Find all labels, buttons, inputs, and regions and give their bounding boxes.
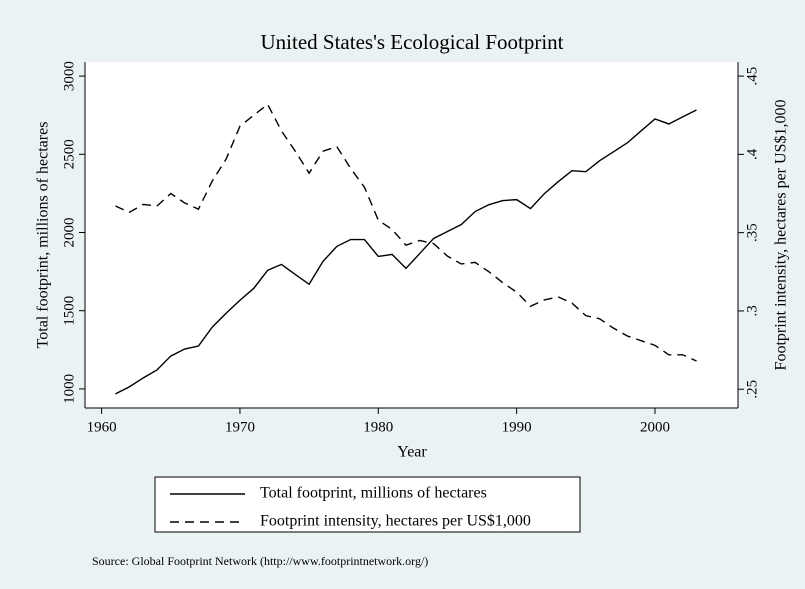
series-line <box>115 109 697 395</box>
y2-axis-label: Footprint intensity, hectares per US$1,0… <box>773 100 790 371</box>
y2-tick-label: .3 <box>744 305 760 316</box>
y-axis-label: Total footprint, millions of hectares <box>35 122 52 349</box>
x-tick-label: 1960 <box>87 419 117 435</box>
x-tick-label: 2000 <box>640 419 670 435</box>
legend-label: Total footprint, millions of hectares <box>260 485 487 502</box>
legend-box <box>154 476 581 533</box>
y-tick-label: 2000 <box>61 217 77 247</box>
chart-title: United States's Ecological Footprint <box>261 30 564 54</box>
x-axis-label: Year <box>397 444 427 461</box>
series-line <box>115 103 697 362</box>
legend-label: Footprint intensity, hectares per US$1,0… <box>260 513 531 530</box>
x-tick-label: 1990 <box>502 419 532 435</box>
y2-tick-label: .45 <box>744 67 760 86</box>
y2-tick-label: .4 <box>744 148 760 160</box>
source-note: Source: Global Footprint Network (http:/… <box>92 554 428 568</box>
y-tick-label: 1000 <box>61 374 77 404</box>
x-tick-label: 1980 <box>363 419 393 435</box>
y2-tick-label: .25 <box>744 380 760 399</box>
plot-area <box>85 62 738 408</box>
y2-tick-label: .35 <box>744 223 760 242</box>
y-tick-label: 1500 <box>61 296 77 326</box>
y-tick-label: 2500 <box>61 139 77 169</box>
y-tick-label: 3000 <box>61 61 77 91</box>
x-tick-label: 1970 <box>225 419 255 435</box>
